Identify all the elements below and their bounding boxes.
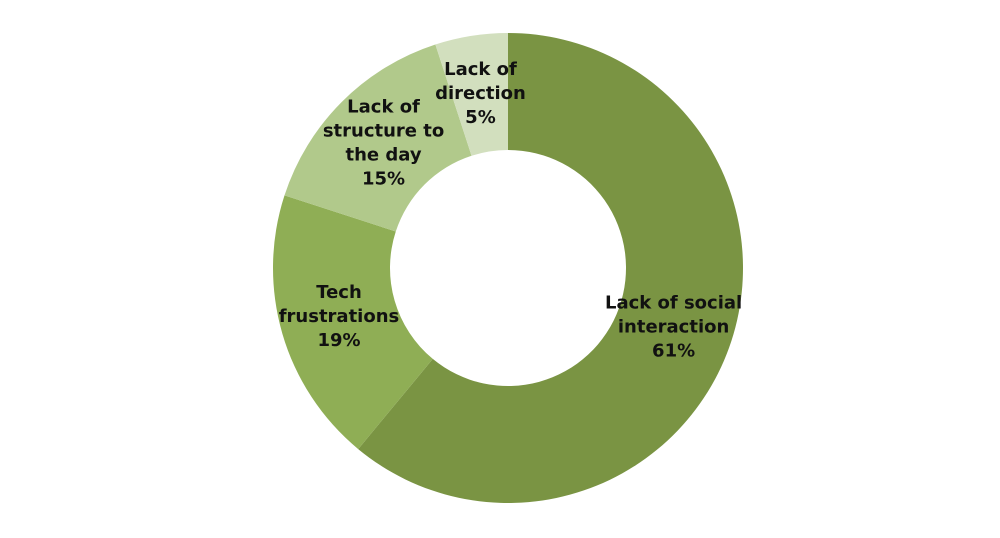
donut-slice [435,33,508,156]
slice-label-line: interaction [618,317,729,338]
slice-label: Lack of structure to the day [323,97,444,166]
slice-label: Tech frustrations [279,282,400,327]
slice-label-line: frustrations [279,306,400,327]
value-label: 19% [317,330,360,351]
slice-label: Lack of social interaction [605,293,742,338]
donut-slice [358,33,744,503]
value-label: 5% [465,107,496,128]
slice-label-line: Lack of [444,59,517,80]
donut-slice [273,195,433,450]
slice-label-line: the day [345,145,421,166]
slice-label-line: structure to [323,121,444,142]
slice-label-line: Lack of social [605,293,742,314]
slice-label-line: Lack of [347,97,420,118]
value-label: 61% [652,341,695,362]
slice-label-line: Tech [316,282,362,303]
value-label: 15% [362,169,405,190]
slice-label: Lack of direction [435,59,526,104]
slice-label-line: direction [435,83,526,104]
donut-slice [284,44,472,232]
